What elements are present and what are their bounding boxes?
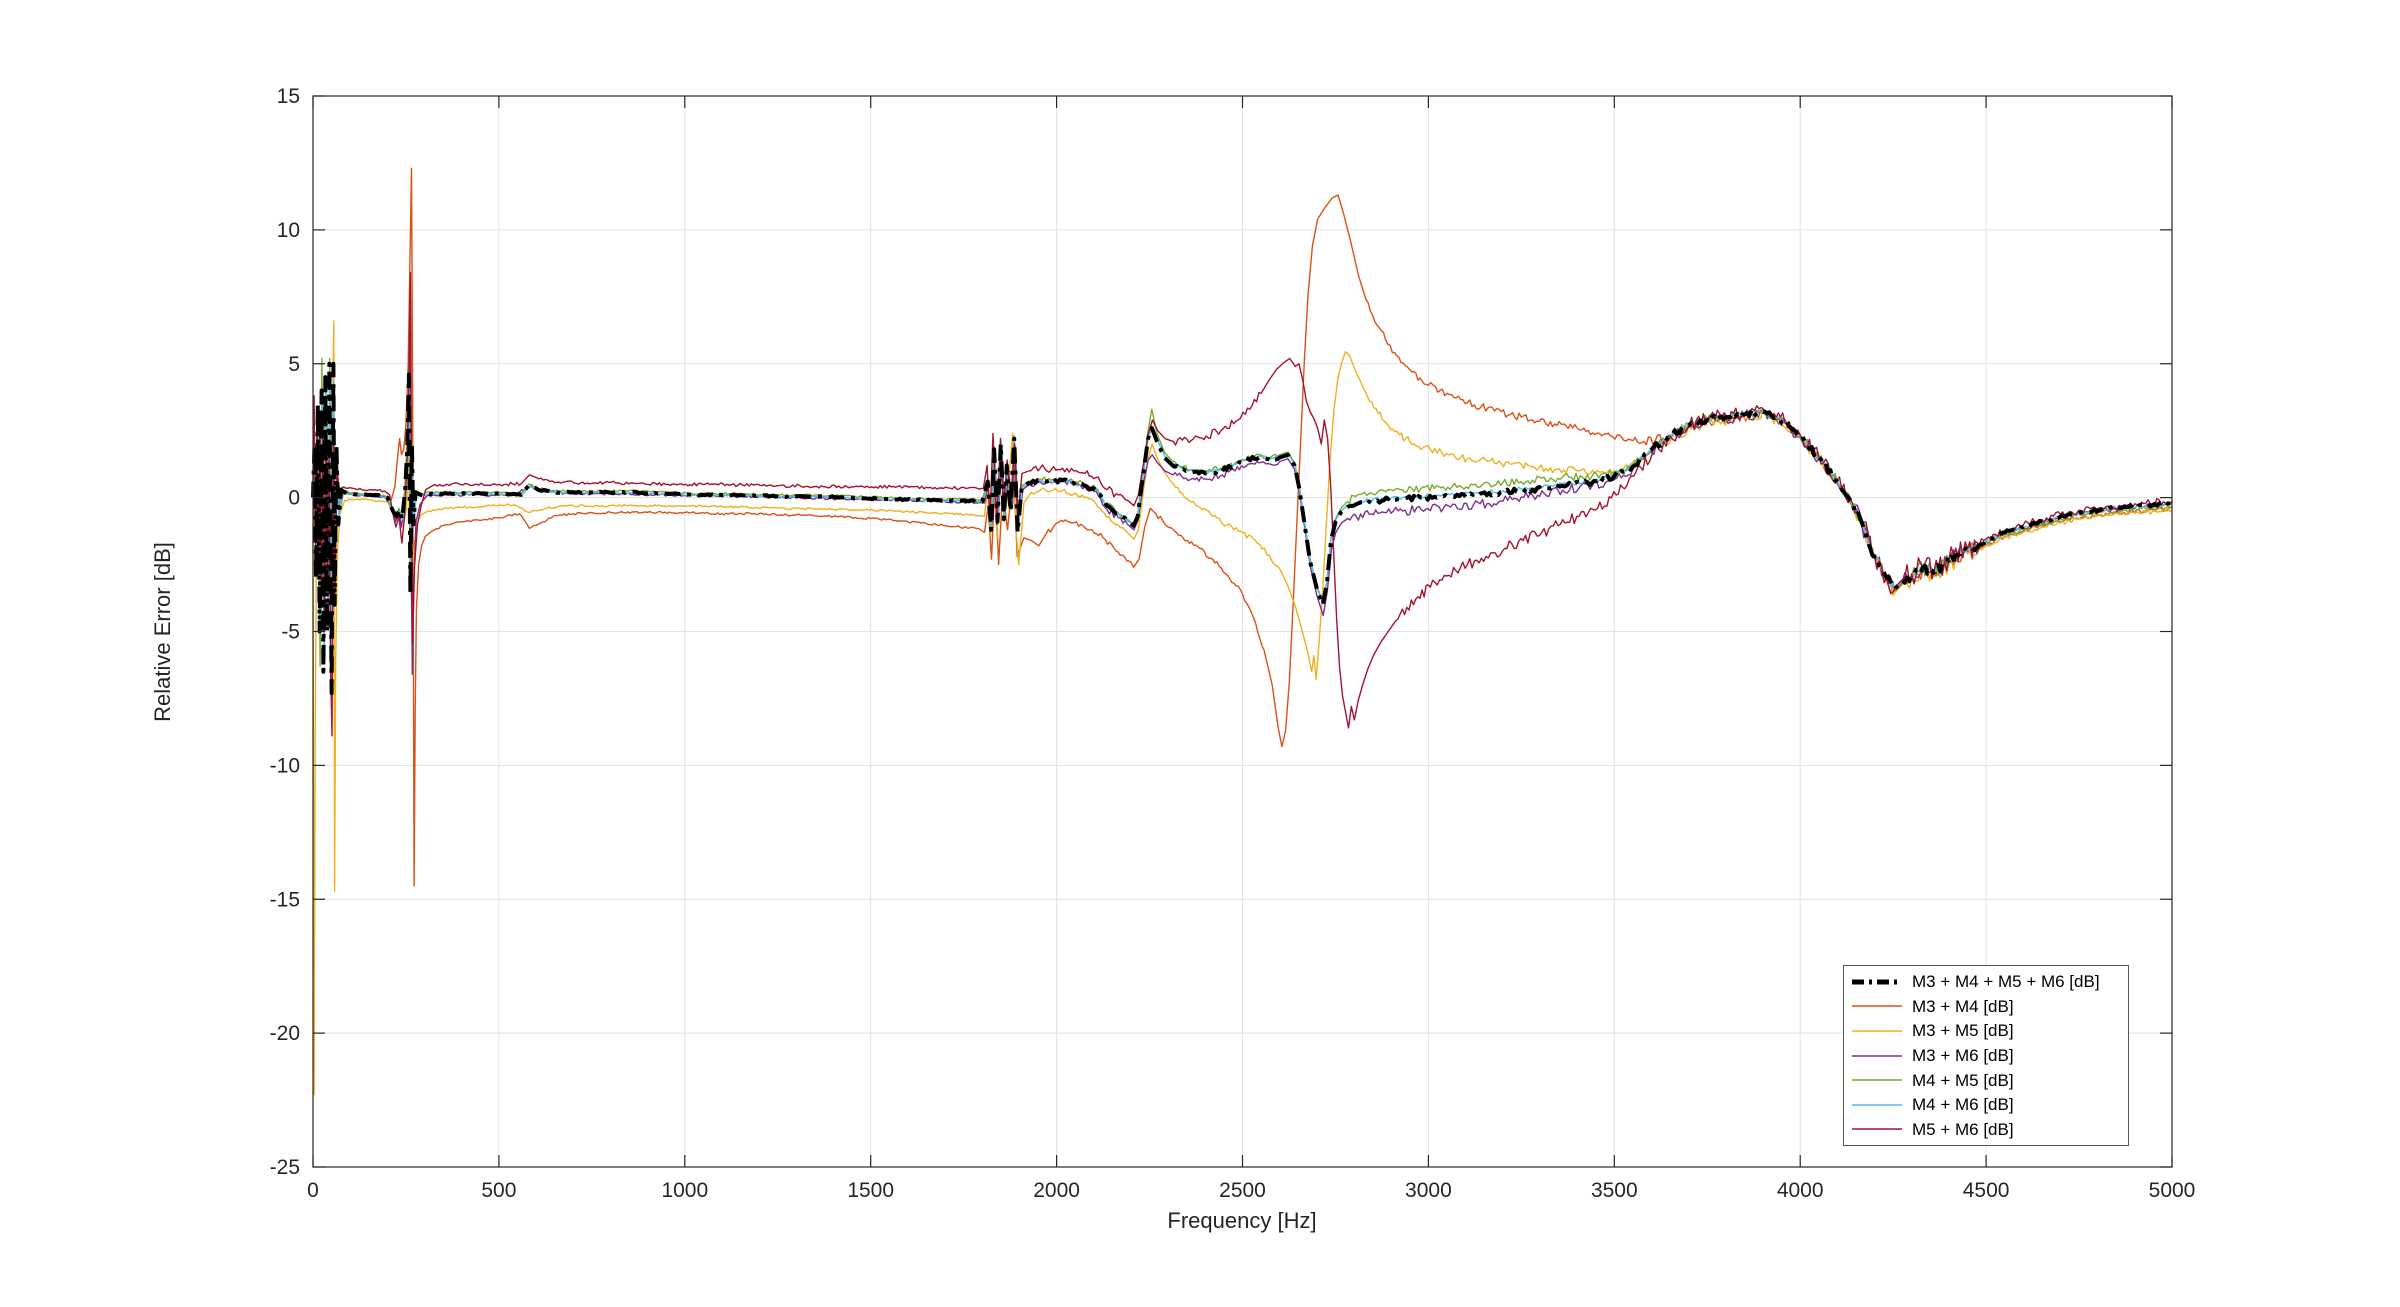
legend-label: M5 + M6 [dB] <box>1912 1119 2014 1139</box>
y-tick-label: 10 <box>277 219 300 242</box>
axes-box <box>312 95 2173 1168</box>
x-tick-label: 1500 <box>847 1179 894 1202</box>
legend-item: M4 + M5 [dB] <box>1850 1068 2122 1092</box>
legend-label: M3 + M4 + M5 + M6 [dB] <box>1912 972 2100 992</box>
legend-label: M4 + M6 [dB] <box>1912 1095 2014 1115</box>
legend-line-sample <box>1850 1120 1904 1138</box>
y-tick-label: 5 <box>288 353 300 376</box>
x-tick-label: 3500 <box>1591 1179 1638 1202</box>
y-tick-label: -25 <box>270 1156 300 1179</box>
x-tick-label: 0 <box>307 1179 319 1202</box>
y-tick-label: -10 <box>270 754 300 777</box>
y-tick-label: -15 <box>270 888 300 911</box>
legend-line-sample <box>1850 1047 1904 1065</box>
legend-line-sample <box>1850 997 1904 1015</box>
legend-label: M3 + M6 [dB] <box>1912 1046 2014 1065</box>
x-tick-label: 1000 <box>661 1179 708 1202</box>
x-axis-label: Frequency [Hz] <box>1167 1208 1316 1233</box>
legend-item: M3 + M5 [dB] <box>1850 1019 2122 1043</box>
legend-label: M3 + M4 [dB] <box>1912 996 2014 1016</box>
legend-line-sample <box>1850 1071 1904 1089</box>
x-tick-label: 5000 <box>2149 1179 2196 1202</box>
legend-label: M4 + M5 [dB] <box>1912 1070 2014 1090</box>
x-tick-label: 500 <box>481 1179 516 1202</box>
x-tick-label: 3000 <box>1405 1179 1452 1202</box>
legend-line-sample <box>1850 1022 1904 1040</box>
x-tick-label: 4000 <box>1777 1179 1824 1202</box>
tick-labels: 0 500 1000 1500 2000 2500 3000 3500 4000 4500 5000… <box>270 85 2196 1202</box>
legend-label: M3 + M5 [dB] <box>1912 1021 2014 1041</box>
x-tick-label: 4500 <box>1963 1179 2010 1202</box>
legend-item: M5 + M6 [dB] <box>1850 1117 2122 1141</box>
legend-line-sample <box>1850 973 1904 991</box>
y-tick-label: -20 <box>270 1022 300 1045</box>
series-lines <box>311 167 2173 1096</box>
series-line-m3-m4-m5-m6-db- <box>311 361 2173 696</box>
y-tick-label: -5 <box>281 621 300 644</box>
legend-item: M3 + M4 + M5 + M6 [dB] <box>1850 970 2122 994</box>
legend-item: M3 + M6 [dB] <box>1850 1044 2122 1068</box>
legend-line-sample <box>1850 1096 1904 1114</box>
y-tick-label: 15 <box>277 85 300 108</box>
x-tick-label: 2000 <box>1033 1179 1080 1202</box>
y-tick-label: 0 <box>288 487 300 510</box>
legend: M3 + M4 + M5 + M6 [dB] M3 + M4 [dB] M3 + M… <box>1843 965 2129 1146</box>
y-axis-label: Relative Error [dB] <box>150 542 175 722</box>
x-tick-label: 2500 <box>1219 1179 1266 1202</box>
legend-item: M4 + M6 [dB] <box>1850 1093 2122 1117</box>
legend-item: M3 + M4 [dB] <box>1850 994 2122 1018</box>
